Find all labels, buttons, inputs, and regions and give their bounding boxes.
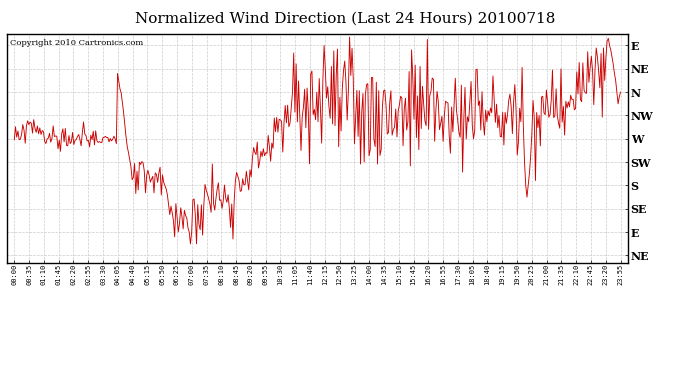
Text: Normalized Wind Direction (Last 24 Hours) 20100718: Normalized Wind Direction (Last 24 Hours… — [135, 11, 555, 25]
Text: Copyright 2010 Cartronics.com: Copyright 2010 Cartronics.com — [10, 39, 144, 48]
